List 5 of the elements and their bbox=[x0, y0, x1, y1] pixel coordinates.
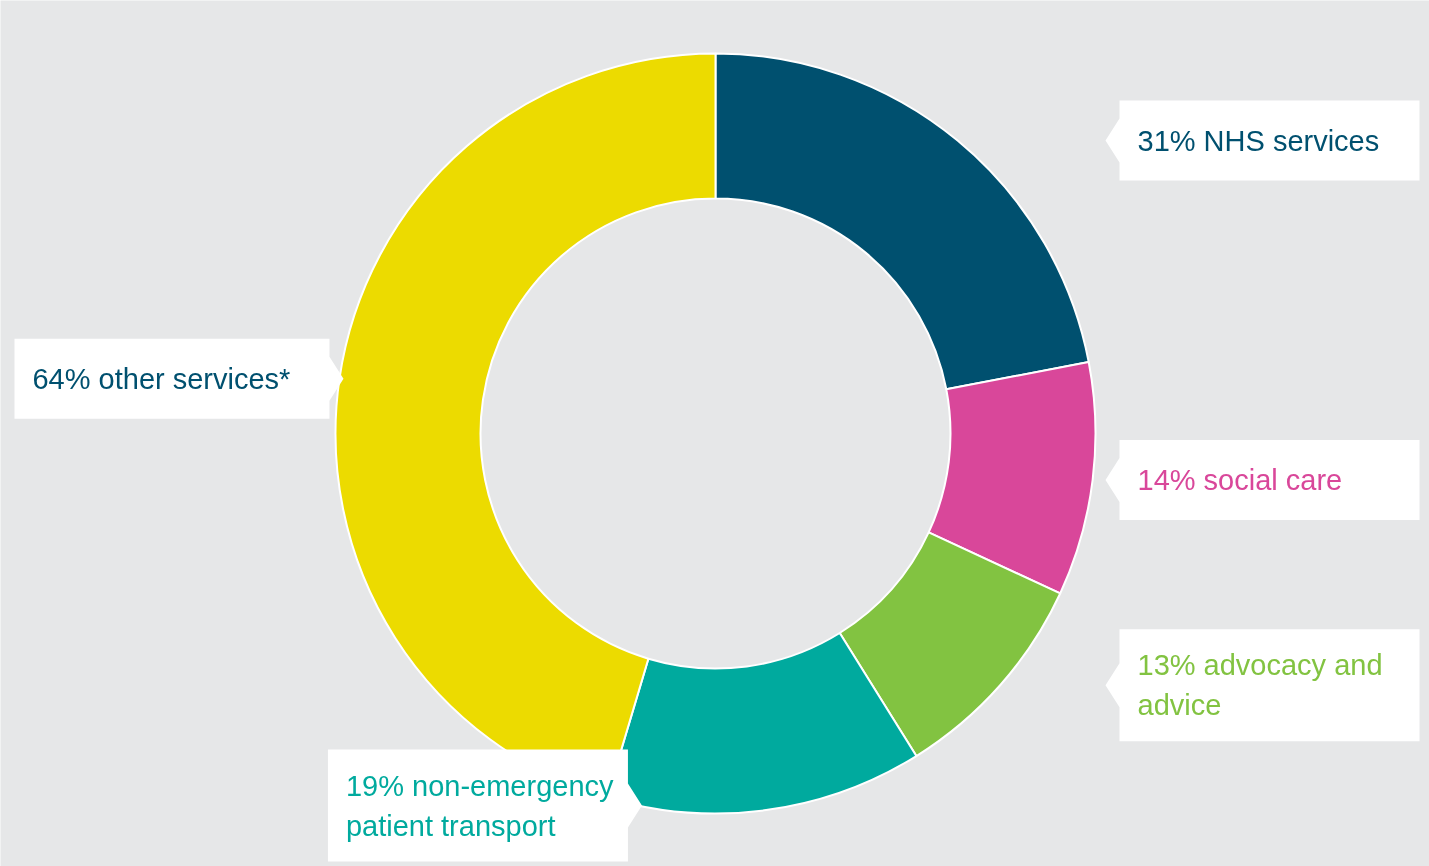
slice-label: 14% social care bbox=[1137, 463, 1343, 496]
slice-label: 19% non-emergency patient transport bbox=[345, 769, 615, 842]
slice-label: 13% advocacy and advice bbox=[1137, 649, 1383, 722]
slice-label: 31% NHS services bbox=[1137, 124, 1380, 157]
slice-label: 64% other services* bbox=[32, 362, 291, 395]
